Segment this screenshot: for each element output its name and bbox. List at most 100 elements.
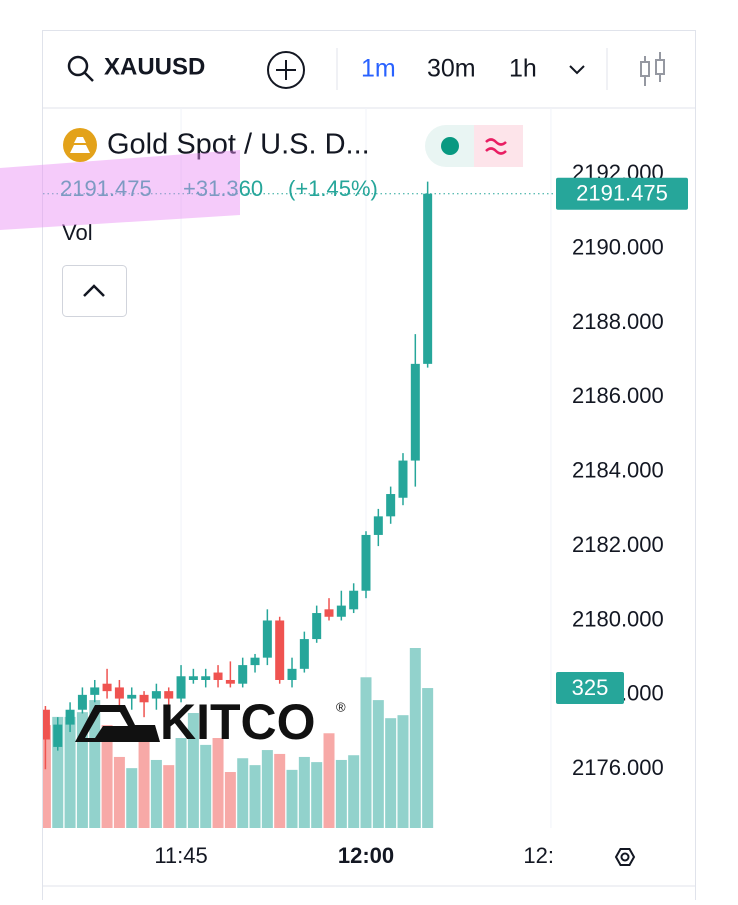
interval-button[interactable]: 1h	[509, 55, 537, 83]
last-volume-label: 325	[572, 675, 609, 700]
volume-bar	[175, 738, 187, 828]
last-volume-box	[556, 672, 624, 705]
y-tick-label: 2186.000	[572, 383, 664, 408]
volume-bar	[187, 713, 199, 828]
x-tick-label: 12:00	[338, 843, 394, 868]
highlight-mark	[0, 150, 240, 230]
chart-style-button[interactable]	[640, 52, 665, 86]
candle-body	[324, 609, 334, 617]
volume-bar	[261, 750, 273, 828]
toolbar: XAUUSD 1m 30m 1h	[67, 48, 665, 90]
candle-body	[287, 668, 297, 680]
collapse-icon	[83, 284, 105, 297]
candle-body	[373, 516, 383, 535]
x-tick-label: 12:15	[523, 843, 578, 868]
volume-bar	[89, 700, 101, 828]
candle-body	[139, 694, 149, 703]
legend-change-percent: (+1.45%)	[288, 176, 378, 201]
volume-bar	[323, 733, 335, 828]
y-tick-label: 2182.000	[572, 532, 664, 557]
candle-body	[164, 691, 174, 699]
volume-bar	[224, 772, 236, 828]
legend-change: +31.360	[183, 176, 263, 201]
volume-bar	[385, 718, 397, 828]
volume-bar	[163, 765, 175, 828]
last-price-box	[556, 177, 688, 210]
volume-bar	[286, 769, 298, 828]
candle-body	[65, 709, 75, 725]
volume-legend: Vol	[62, 220, 93, 245]
y-tick-label: 2184.000	[572, 458, 664, 483]
status-pill-end	[474, 125, 523, 167]
volume-bar	[372, 700, 384, 828]
candle-body	[102, 683, 112, 692]
watermark-registered: ®	[336, 699, 346, 714]
candle-body	[188, 676, 198, 680]
legend-title: Gold Spot / U.S. D...	[107, 129, 370, 161]
delayed-icon	[485, 138, 507, 155]
volume-bar	[150, 759, 162, 828]
candle-body	[151, 691, 161, 699]
y-tick-label: 2180.000	[572, 606, 664, 631]
volume-bar	[397, 715, 409, 828]
x-tick-label: 11:45	[154, 843, 207, 868]
volume-bar	[237, 758, 249, 828]
candle-body	[250, 657, 260, 666]
search-button[interactable]: XAUUSD	[67, 53, 205, 82]
volume-bar	[101, 725, 113, 828]
volume-bar	[409, 648, 421, 828]
y-tick-label: 2190.000	[572, 234, 664, 259]
candle-body	[213, 672, 223, 680]
candle-body	[336, 605, 346, 617]
volume-bar	[64, 716, 76, 828]
candle-body	[90, 687, 100, 695]
y-tick-label: 2176.000	[572, 755, 664, 780]
candle-body	[114, 687, 124, 699]
widget-frame	[42, 30, 696, 905]
candle-body	[275, 620, 285, 680]
interval-button[interactable]: 30m	[427, 55, 476, 83]
last-price-label: 2191.475	[576, 181, 668, 206]
volume-bar	[212, 738, 224, 828]
compare-button[interactable]	[267, 51, 305, 89]
candle-body	[423, 193, 433, 364]
volume-bar	[298, 756, 310, 828]
volume-bar	[311, 762, 323, 828]
candle-body	[77, 694, 87, 710]
interval-button[interactable]: 1m	[361, 55, 396, 83]
candle-body	[361, 534, 371, 591]
candle-body	[238, 665, 248, 684]
candle-body	[225, 679, 235, 684]
settings-button[interactable]	[614, 848, 636, 866]
volume-bar	[52, 716, 64, 828]
candle-body	[201, 676, 211, 680]
watermark: KITCO ®	[75, 694, 346, 750]
volume-bar	[126, 768, 138, 828]
interval-dropdown[interactable]	[569, 65, 585, 75]
watermark-text: KITCO	[160, 694, 316, 750]
legend-value: 2191.475	[60, 176, 152, 201]
candle-body	[53, 724, 63, 747]
volume-bar	[138, 737, 150, 828]
candle-body	[410, 363, 420, 461]
volume-bar	[274, 753, 286, 828]
candle-body	[262, 620, 272, 658]
candle-body	[398, 460, 408, 498]
market-open-dot	[441, 137, 459, 155]
candle-body	[386, 494, 396, 517]
symbol-logo-icon	[70, 137, 90, 153]
volume-bar	[76, 712, 88, 828]
volume-bar	[348, 755, 360, 828]
volume-bar	[422, 688, 434, 828]
volume-bar	[360, 677, 372, 828]
collapse-button[interactable]	[62, 265, 127, 317]
candle-body	[299, 639, 309, 669]
y-tick-label: 2188.000	[572, 309, 664, 334]
volume-bar	[43, 725, 51, 828]
symbol[interactable]: XAUUSD	[104, 53, 205, 80]
volume-bar	[249, 765, 261, 828]
candle-body	[43, 709, 50, 740]
candle-body	[312, 613, 322, 640]
candle-body	[127, 694, 137, 699]
